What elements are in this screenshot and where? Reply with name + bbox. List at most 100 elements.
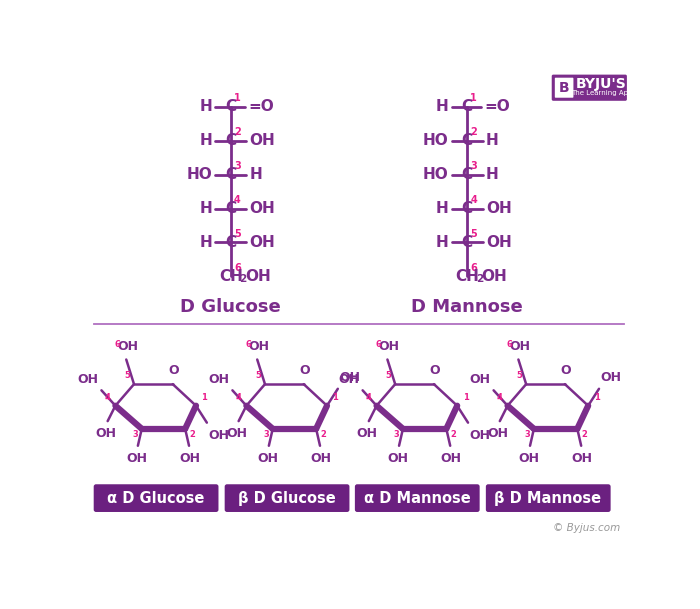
Text: OH: OH <box>249 133 275 149</box>
Text: 5: 5 <box>256 371 261 380</box>
Text: β D Mannose: β D Mannose <box>494 491 601 505</box>
Text: 1: 1 <box>463 393 468 402</box>
Text: OH: OH <box>118 340 139 353</box>
Text: OH: OH <box>486 235 512 250</box>
Text: 3: 3 <box>263 431 269 439</box>
Text: 2: 2 <box>239 275 246 284</box>
Text: CH: CH <box>455 269 480 284</box>
Text: O: O <box>429 364 440 377</box>
Text: 3: 3 <box>524 431 530 439</box>
Text: C: C <box>225 167 237 182</box>
Text: α D Glucose: α D Glucose <box>107 491 204 505</box>
Text: 4: 4 <box>104 393 110 402</box>
Text: 2: 2 <box>581 431 587 439</box>
Text: OH: OH <box>127 452 148 465</box>
Text: H: H <box>199 99 212 114</box>
Text: 4: 4 <box>470 195 477 205</box>
Text: C: C <box>225 235 237 250</box>
Text: β D Glucose: β D Glucose <box>238 491 335 505</box>
Text: C: C <box>462 99 472 114</box>
Text: H: H <box>436 99 449 114</box>
Text: OH: OH <box>339 373 360 385</box>
Text: OH: OH <box>388 452 409 465</box>
Text: 4: 4 <box>234 195 241 205</box>
Text: 5: 5 <box>125 371 130 380</box>
Text: OH: OH <box>249 235 275 250</box>
Text: H: H <box>199 235 212 250</box>
Text: HO: HO <box>186 167 212 182</box>
Text: OH: OH <box>340 371 360 384</box>
Text: H: H <box>486 167 498 182</box>
Text: OH: OH <box>357 428 378 440</box>
Text: H: H <box>436 201 449 216</box>
Text: O: O <box>561 364 571 377</box>
Text: HO: HO <box>423 133 449 149</box>
Text: OH: OH <box>470 373 491 385</box>
Text: 1: 1 <box>594 393 599 402</box>
Text: 1: 1 <box>202 393 207 402</box>
Text: 2: 2 <box>234 127 241 137</box>
Text: 3: 3 <box>234 161 241 171</box>
FancyBboxPatch shape <box>94 484 218 512</box>
Text: 2: 2 <box>476 275 483 284</box>
FancyBboxPatch shape <box>225 484 349 512</box>
Text: OH: OH <box>481 269 507 284</box>
Text: 6: 6 <box>245 340 251 349</box>
Text: BYJU'S: BYJU'S <box>576 77 627 91</box>
Text: α D Mannose: α D Mannose <box>363 491 470 505</box>
Text: 4: 4 <box>365 393 371 402</box>
Text: C: C <box>225 133 237 149</box>
Text: 6: 6 <box>234 262 241 272</box>
Text: OH: OH <box>245 269 271 284</box>
Text: OH: OH <box>258 452 279 465</box>
Text: OH: OH <box>77 373 98 385</box>
Text: OH: OH <box>209 429 230 442</box>
Text: OH: OH <box>249 201 275 216</box>
Text: H: H <box>199 201 212 216</box>
Text: 6: 6 <box>506 340 512 349</box>
Text: The Learning App: The Learning App <box>570 90 632 96</box>
Text: OH: OH <box>601 371 622 384</box>
Text: 2: 2 <box>450 431 456 439</box>
Text: =O: =O <box>484 99 510 114</box>
Text: 6: 6 <box>375 340 382 349</box>
Text: OH: OH <box>227 428 248 440</box>
Text: 3: 3 <box>132 431 138 439</box>
Text: D Glucose: D Glucose <box>181 298 281 316</box>
Text: 6: 6 <box>470 262 477 272</box>
Text: D Mannose: D Mannose <box>412 298 523 316</box>
Text: OH: OH <box>248 340 270 353</box>
Text: C: C <box>462 167 472 182</box>
FancyBboxPatch shape <box>486 484 610 512</box>
FancyBboxPatch shape <box>552 75 627 101</box>
Text: OH: OH <box>510 340 531 353</box>
Text: O: O <box>168 364 178 377</box>
FancyBboxPatch shape <box>555 78 573 97</box>
Text: 2: 2 <box>470 127 477 137</box>
Text: 3: 3 <box>393 431 399 439</box>
Text: 2: 2 <box>320 431 326 439</box>
Text: OH: OH <box>470 429 491 442</box>
Text: 3: 3 <box>470 161 477 171</box>
Text: C: C <box>462 133 472 149</box>
Text: OH: OH <box>486 201 512 216</box>
Text: C: C <box>462 201 472 216</box>
Text: O: O <box>299 364 310 377</box>
Text: OH: OH <box>519 452 540 465</box>
Text: H: H <box>199 133 212 149</box>
Text: OH: OH <box>209 373 230 385</box>
Text: =O: =O <box>248 99 274 114</box>
Text: 4: 4 <box>496 393 502 402</box>
Text: 5: 5 <box>234 228 241 239</box>
Text: OH: OH <box>179 452 200 465</box>
Text: © Byjus.com: © Byjus.com <box>554 523 621 533</box>
Text: 4: 4 <box>235 393 241 402</box>
Text: B: B <box>559 81 569 95</box>
Text: 6: 6 <box>114 340 120 349</box>
Text: 1: 1 <box>234 93 241 103</box>
Text: OH: OH <box>571 452 592 465</box>
Text: OH: OH <box>488 428 509 440</box>
Text: OH: OH <box>96 428 117 440</box>
Text: H: H <box>436 235 449 250</box>
Text: 1: 1 <box>332 393 338 402</box>
